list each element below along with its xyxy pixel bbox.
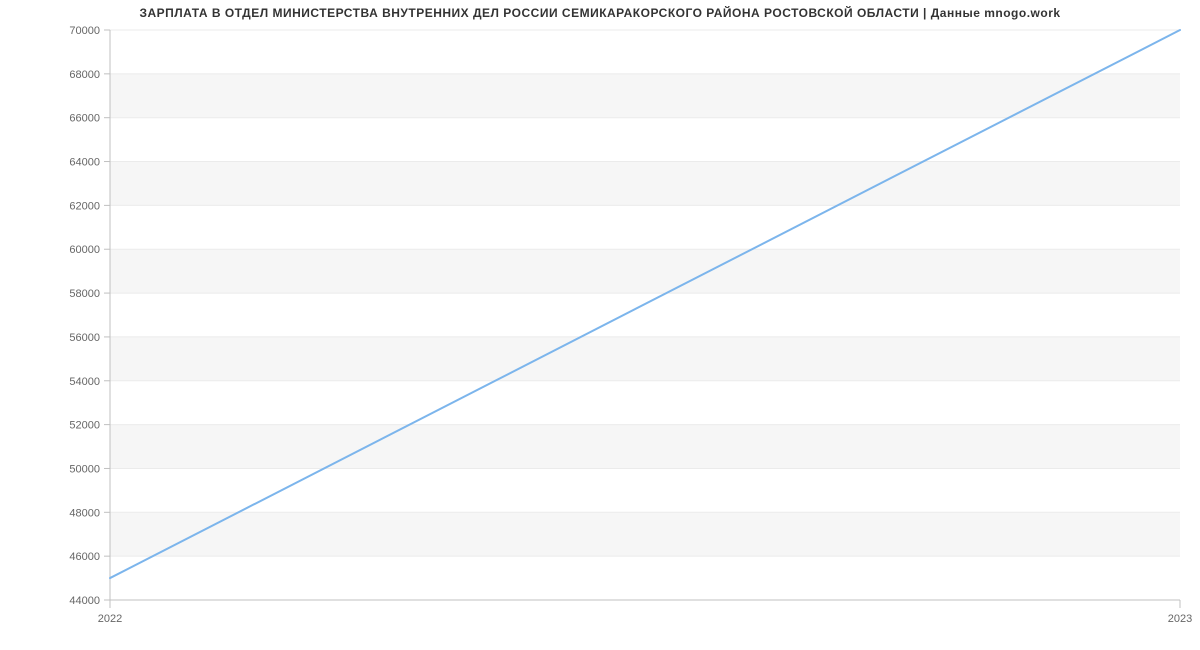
salary-line-chart: ЗАРПЛАТА В ОТДЕЛ МИНИСТЕРСТВА ВНУТРЕННИХ…	[0, 0, 1200, 650]
y-tick-label: 50000	[69, 463, 100, 475]
y-tick-label: 44000	[69, 595, 100, 607]
y-tick-label: 52000	[69, 420, 100, 432]
y-tick-label: 66000	[69, 113, 100, 125]
y-tick-label: 56000	[69, 332, 100, 344]
y-tick-label: 68000	[69, 69, 100, 81]
y-tick-label: 62000	[69, 200, 100, 212]
y-tick-label: 48000	[69, 507, 100, 519]
chart-svg: 44000 46000 48000 50000 52000 54000 56000 58000…	[0, 0, 1200, 650]
y-tick-label: 46000	[69, 551, 100, 563]
x-tick-label: 2023	[1168, 613, 1192, 625]
y-tick-label: 58000	[69, 288, 100, 300]
y-tick-label: 70000	[69, 25, 100, 37]
y-tick-label: 54000	[69, 376, 100, 388]
x-tick-label: 2022	[98, 613, 122, 625]
y-tick-label: 60000	[69, 244, 100, 256]
y-tick-label: 64000	[69, 157, 100, 169]
